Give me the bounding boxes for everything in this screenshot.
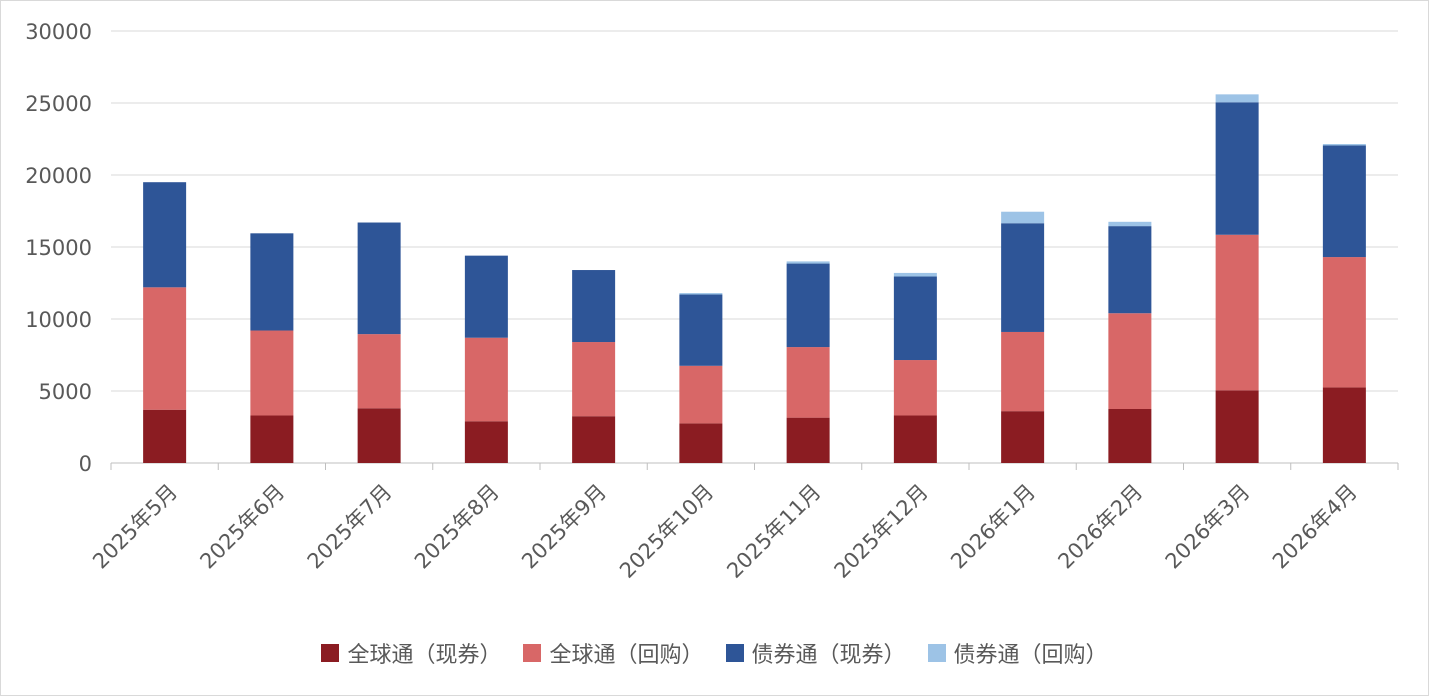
bar-1-3 bbox=[464, 337, 508, 422]
y-tick-label-6: 30000 bbox=[25, 20, 92, 44]
bar-2-2 bbox=[357, 222, 401, 335]
x-tick-label-1: 2025年6月 bbox=[195, 480, 289, 574]
bar-3-8 bbox=[1001, 211, 1045, 224]
bar-0-4 bbox=[572, 416, 616, 463]
x-tick-label-8: 2026年1月 bbox=[946, 480, 1040, 574]
bar-1-2 bbox=[357, 334, 401, 409]
x-tick-label-0: 2025年5月 bbox=[88, 480, 182, 574]
bar-0-3 bbox=[464, 421, 508, 463]
legend-label-0: 全球通（现券） bbox=[347, 643, 502, 668]
legend-swatch-2 bbox=[725, 644, 744, 662]
bar-1-0 bbox=[143, 287, 187, 410]
bar-0-6 bbox=[786, 417, 830, 463]
bar-2-6 bbox=[786, 263, 830, 348]
legend-swatch-1 bbox=[523, 644, 542, 662]
bar-2-10 bbox=[1215, 102, 1259, 235]
bar-1-1 bbox=[250, 330, 294, 416]
x-tick-label-3: 2025年8月 bbox=[410, 480, 504, 574]
y-tick-label-3: 15000 bbox=[25, 236, 92, 260]
y-tick-label-4: 20000 bbox=[25, 164, 92, 188]
legend-item-0: 全球通（现券） bbox=[321, 637, 501, 669]
bar-1-6 bbox=[786, 347, 830, 418]
bar-3-5 bbox=[679, 293, 723, 295]
legend-label-3: 债券通（回购） bbox=[953, 643, 1108, 668]
legend-label-2: 债券通（现券） bbox=[751, 643, 906, 668]
x-tick-label-9: 2026年2月 bbox=[1053, 480, 1147, 574]
legend-label-1: 全球通（回购） bbox=[549, 643, 704, 668]
bar-0-2 bbox=[357, 408, 401, 463]
bar-2-4 bbox=[572, 270, 616, 343]
x-tick-label-10: 2026年3月 bbox=[1161, 480, 1255, 574]
bar-1-7 bbox=[893, 360, 937, 416]
x-tick-label-5: 2025年10月 bbox=[615, 480, 718, 583]
bar-3-11 bbox=[1322, 144, 1366, 146]
y-tick-label-5: 25000 bbox=[25, 92, 92, 116]
bar-1-10 bbox=[1215, 234, 1259, 391]
legend-item-1: 全球通（回购） bbox=[523, 637, 704, 669]
bar-2-9 bbox=[1108, 226, 1152, 314]
bar-0-5 bbox=[679, 423, 723, 463]
bar-2-0 bbox=[143, 182, 187, 288]
y-tick-label-0: 0 bbox=[79, 452, 92, 476]
x-tick-label-7: 2025年12月 bbox=[830, 480, 933, 583]
bar-1-9 bbox=[1108, 313, 1152, 409]
legend: 全球通（现券） 全球通（回购） 债券通（现券） 债券通（回购） bbox=[0, 636, 1429, 670]
bar-0-11 bbox=[1322, 387, 1366, 463]
legend-item-2: 债券通（现券） bbox=[725, 637, 906, 669]
x-tick-label-11: 2026年4月 bbox=[1268, 480, 1362, 574]
bar-0-7 bbox=[893, 415, 937, 463]
bar-1-11 bbox=[1322, 257, 1366, 388]
bar-2-7 bbox=[893, 276, 937, 361]
x-tick-label-6: 2025年11月 bbox=[722, 480, 825, 583]
x-tick-label-4: 2025年9月 bbox=[517, 480, 611, 574]
bar-3-10 bbox=[1215, 94, 1259, 103]
bar-1-8 bbox=[1001, 331, 1045, 412]
bar-1-4 bbox=[572, 342, 616, 417]
bar-0-8 bbox=[1001, 411, 1045, 463]
legend-item-3: 债券通（回购） bbox=[927, 637, 1108, 669]
bar-2-5 bbox=[679, 294, 723, 366]
bar-3-6 bbox=[786, 261, 830, 264]
legend-swatch-0 bbox=[321, 644, 340, 662]
bar-0-1 bbox=[250, 415, 294, 463]
legend-swatch-3 bbox=[927, 644, 946, 662]
y-tick-label-2: 10000 bbox=[25, 308, 92, 332]
bar-2-8 bbox=[1001, 223, 1045, 332]
y-tick-label-1: 5000 bbox=[39, 380, 92, 404]
bar-1-5 bbox=[679, 365, 723, 424]
bar-0-0 bbox=[143, 409, 187, 463]
bar-3-9 bbox=[1108, 221, 1152, 227]
bar-0-9 bbox=[1108, 409, 1152, 463]
x-tick-label-2: 2025年7月 bbox=[303, 480, 397, 574]
bar-2-1 bbox=[250, 233, 294, 331]
bar-3-7 bbox=[893, 272, 937, 277]
bar-2-3 bbox=[464, 255, 508, 338]
bar-0-10 bbox=[1215, 390, 1259, 463]
bar-2-11 bbox=[1322, 145, 1366, 258]
